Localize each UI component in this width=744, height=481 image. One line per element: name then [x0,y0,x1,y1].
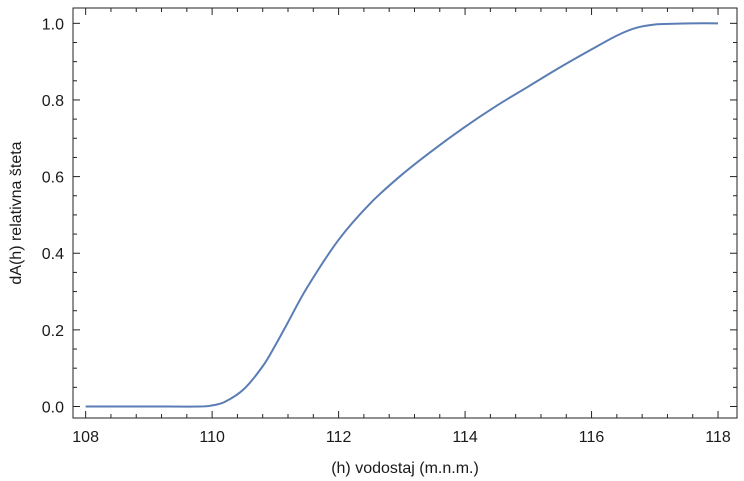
plot-frame [72,7,738,419]
y-tick-label: 0.4 [42,246,64,263]
x-tick-label: 116 [579,429,605,446]
series-line-0 [85,22,719,408]
x-tick-label: 108 [72,429,99,446]
x-tick-label: 114 [452,429,478,446]
axis-ticks [73,8,737,418]
y-tick-label: 0.6 [42,170,64,187]
y-tick-label: 1.0 [42,16,64,33]
y-tick-label: 0.2 [42,323,64,340]
y-tick-label: 0.8 [42,93,64,110]
y-tick-label: 0.0 [42,400,64,417]
y-axis-label: dA(h) relativna šteta [8,141,25,284]
x-tick-label: 112 [326,429,352,446]
series-group [85,22,719,408]
x-axis-label: (h) vodostaj (m.n.m.) [331,460,479,477]
x-tick-label: 110 [199,429,225,446]
x-tick-label: 118 [705,429,731,446]
tick-labels: 108 110 112 114 116 118 0.0 0.2 0.4 0.6 0.8 1.0 [42,16,731,446]
